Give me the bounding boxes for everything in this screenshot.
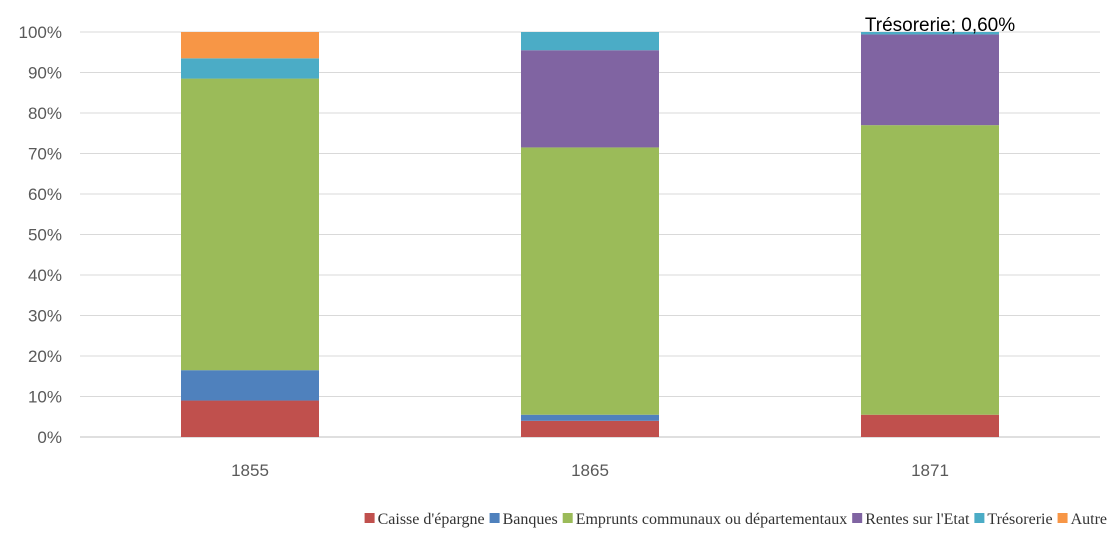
legend-swatch	[1057, 513, 1068, 523]
bar-segment	[181, 32, 319, 59]
y-tick-label: 0%	[37, 428, 62, 447]
legend-label: Banques	[503, 511, 558, 528]
bar-segment	[181, 58, 319, 79]
legend-item: Emprunts communaux ou départementaux	[562, 511, 847, 528]
legend-swatch	[974, 513, 985, 523]
legend-item: Autre	[1057, 511, 1107, 528]
bars	[181, 32, 999, 437]
y-tick-label: 60%	[28, 185, 62, 204]
legend-swatch	[489, 513, 500, 523]
bar-segment	[181, 78, 319, 371]
bar-segment	[861, 414, 999, 437]
y-axis: 0% 10% 20% 30% 40% 50% 60% 70% 80% 90% 100%	[19, 23, 62, 447]
bar-segment	[861, 34, 999, 126]
y-tick-label: 80%	[28, 104, 62, 123]
annotations: Trésorerie; 0,60%	[865, 15, 1015, 36]
bar-segment	[521, 50, 659, 148]
legend-swatch	[364, 513, 375, 523]
bar-segment	[521, 147, 659, 415]
data-label: Trésorerie; 0,60%	[865, 15, 1015, 36]
legend-swatch	[562, 513, 573, 523]
bar-segment	[181, 370, 319, 401]
bar-segment	[521, 420, 659, 437]
bar-segment	[861, 32, 999, 35]
y-tick-label: 50%	[28, 226, 62, 245]
y-tick-label: 10%	[28, 388, 62, 407]
legend-label: Rentes sur l'Etat	[865, 511, 970, 528]
y-tick-label: 100%	[19, 23, 62, 42]
x-tick-label: 1855	[231, 461, 269, 480]
x-axis: 1855 1865 1871	[231, 461, 949, 480]
bar-segment	[181, 400, 319, 437]
y-tick-label: 30%	[28, 307, 62, 326]
legend-label: Caisse d'épargne	[378, 511, 485, 528]
legend: Caisse d'épargne Banques Emprunts communau…	[364, 511, 1107, 528]
y-tick-label: 20%	[28, 347, 62, 366]
legend-item: Banques	[489, 511, 558, 528]
y-tick-label: 70%	[28, 145, 62, 164]
bar-segment	[521, 414, 659, 421]
legend-item: Rentes sur l'Etat	[852, 511, 970, 528]
legend-label: Emprunts communaux ou départementaux	[576, 511, 847, 528]
x-tick-label: 1865	[571, 461, 609, 480]
legend-label: Autre	[1071, 511, 1107, 528]
bar-segment	[521, 32, 659, 51]
x-tick-label: 1871	[911, 461, 949, 480]
bar-segment	[861, 125, 999, 415]
y-tick-label: 40%	[28, 266, 62, 285]
legend-item: Caisse d'épargne	[364, 511, 485, 528]
legend-label: Trésorerie	[987, 511, 1052, 528]
legend-item: Trésorerie	[974, 511, 1053, 528]
legend-swatch	[852, 513, 863, 523]
y-tick-label: 90%	[28, 64, 62, 83]
